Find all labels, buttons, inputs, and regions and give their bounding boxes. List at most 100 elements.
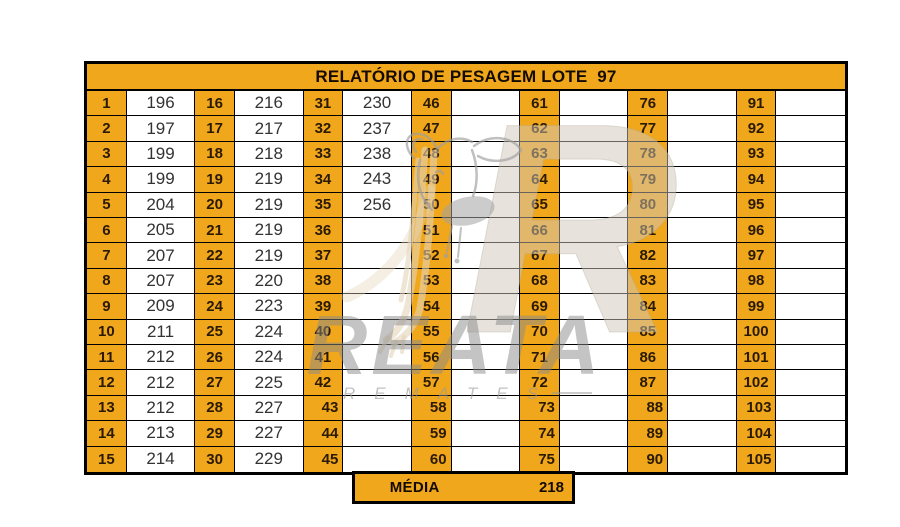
report-grid: 1 196 16 216 31 230 46 61 76 91 2 197 17 217 32 237 47 62… — [87, 91, 845, 472]
entry-value-cell — [776, 319, 845, 345]
entry-number-cell: 6 — [87, 217, 127, 244]
entry-number-cell: 63 — [520, 141, 560, 168]
entry-value-cell: 230 — [343, 91, 412, 117]
entry-value-cell — [668, 344, 737, 371]
entry-value-cell — [668, 243, 737, 269]
entry-number-cell: 1 — [87, 91, 127, 117]
entry-number-cell: 89 — [628, 421, 669, 447]
entry-value-cell: 225 — [235, 370, 304, 396]
entry-value-cell: 229 — [235, 446, 304, 472]
entry-number-cell: 35 — [303, 192, 344, 218]
entry-value-cell — [776, 91, 845, 117]
entry-value-cell — [668, 421, 737, 447]
entry-number-cell: 30 — [195, 446, 236, 472]
entry-value-cell — [343, 217, 412, 244]
entry-value-cell — [668, 116, 737, 142]
entry-value-cell — [668, 217, 737, 244]
entry-value-cell: 207 — [126, 268, 196, 295]
entry-value-cell — [559, 141, 629, 168]
entry-number-cell: 82 — [628, 243, 669, 269]
entry-value-cell — [343, 319, 412, 345]
entry-number-cell: 54 — [411, 294, 452, 320]
entry-number-cell: 99 — [736, 294, 777, 320]
entry-number-cell: 56 — [411, 344, 452, 371]
entry-value-cell: 218 — [235, 141, 304, 168]
entry-number-cell: 5 — [87, 192, 127, 218]
entry-value-cell — [668, 446, 737, 472]
entry-value-cell: 219 — [235, 167, 304, 193]
entry-value-cell — [343, 344, 412, 371]
entry-number-cell: 19 — [195, 167, 236, 193]
entry-value-cell — [559, 116, 629, 142]
entry-value-cell — [451, 370, 521, 396]
entry-number-cell: 4 — [87, 167, 127, 193]
entry-number-cell: 37 — [303, 243, 344, 269]
entry-number-cell: 71 — [520, 344, 560, 371]
entry-value-cell: 207 — [126, 243, 196, 269]
entry-number-cell: 18 — [195, 141, 236, 168]
entry-number-cell: 20 — [195, 192, 236, 218]
entry-value-cell — [559, 192, 629, 218]
entry-value-cell — [776, 243, 845, 269]
entry-number-cell: 58 — [411, 395, 452, 422]
entry-number-cell: 43 — [303, 395, 344, 422]
entry-number-cell: 65 — [520, 192, 560, 218]
entry-number-cell: 28 — [195, 395, 236, 422]
entry-number-cell: 61 — [520, 91, 560, 117]
entry-value-cell: 216 — [235, 91, 304, 117]
entry-number-cell: 23 — [195, 268, 236, 295]
entry-number-cell: 12 — [87, 370, 127, 396]
entry-number-cell: 41 — [303, 344, 344, 371]
entry-value-cell — [343, 268, 412, 295]
entry-value-cell: 199 — [126, 167, 196, 193]
entry-number-cell: 52 — [411, 243, 452, 269]
entry-value-cell — [451, 294, 521, 320]
entry-number-cell: 92 — [736, 116, 777, 142]
entry-value-cell — [559, 294, 629, 320]
entry-number-cell: 49 — [411, 167, 452, 193]
entry-number-cell: 45 — [303, 446, 344, 472]
entry-number-cell: 50 — [411, 192, 452, 218]
entry-number-cell: 7 — [87, 243, 127, 269]
entry-number-cell: 42 — [303, 370, 344, 396]
entry-value-cell — [559, 319, 629, 345]
entry-number-cell: 68 — [520, 268, 560, 295]
entry-value-cell: 237 — [343, 116, 412, 142]
entry-number-cell: 8 — [87, 268, 127, 295]
entry-number-cell: 76 — [628, 91, 669, 117]
entry-value-cell — [343, 294, 412, 320]
entry-number-cell: 78 — [628, 141, 669, 168]
entry-value-cell — [343, 370, 412, 396]
entry-value-cell: 224 — [235, 344, 304, 371]
entry-number-cell: 17 — [195, 116, 236, 142]
entry-number-cell: 104 — [736, 421, 777, 447]
entry-number-cell: 2 — [87, 116, 127, 142]
entry-value-cell: 219 — [235, 243, 304, 269]
entry-number-cell: 98 — [736, 268, 777, 295]
entry-value-cell: 212 — [126, 370, 196, 396]
entry-value-cell — [776, 116, 845, 142]
entry-number-cell: 22 — [195, 243, 236, 269]
entry-number-cell: 69 — [520, 294, 560, 320]
entry-value-cell — [776, 141, 845, 168]
entry-value-cell: 219 — [235, 192, 304, 218]
entry-value-cell — [776, 167, 845, 193]
entry-value-cell — [559, 421, 629, 447]
entry-value-cell — [776, 370, 845, 396]
entry-number-cell: 100 — [736, 319, 777, 345]
entry-number-cell: 85 — [628, 319, 669, 345]
entry-number-cell: 13 — [87, 395, 127, 422]
entry-value-cell — [451, 116, 521, 142]
entry-number-cell: 101 — [736, 344, 777, 371]
entry-number-cell: 88 — [628, 395, 669, 422]
entry-number-cell: 94 — [736, 167, 777, 193]
entry-number-cell: 53 — [411, 268, 452, 295]
entry-number-cell: 97 — [736, 243, 777, 269]
entry-value-cell — [451, 319, 521, 345]
entry-number-cell: 73 — [520, 395, 560, 422]
entry-value-cell — [668, 395, 737, 422]
entry-number-cell: 16 — [195, 91, 236, 117]
weighing-report-table: RELATÓRIO DE PESAGEM LOTE 97 1 196 16 216 31… — [84, 61, 848, 475]
entry-value-cell: 243 — [343, 167, 412, 193]
entry-number-cell: 87 — [628, 370, 669, 396]
